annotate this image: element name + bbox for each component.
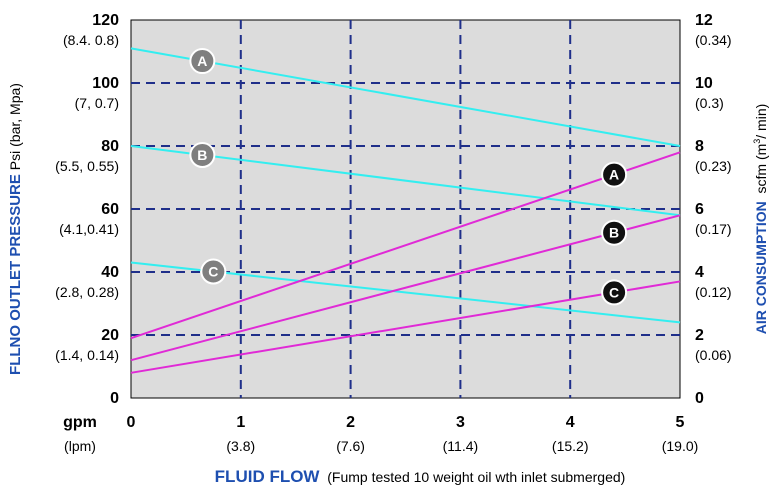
- pressure-series-label-b: B: [189, 142, 216, 169]
- x-tick-label: 4: [566, 414, 575, 431]
- x-tick-sublabel: (11.4): [443, 438, 479, 454]
- y-right-axis-title-end: / min): [753, 104, 769, 139]
- x-tick-sublabel: (15.2): [552, 438, 589, 454]
- series-label-badge: [189, 142, 216, 169]
- series-label-badge: [200, 258, 227, 285]
- y-left-axis-title-plain: Psi (bar, Mpa): [7, 83, 23, 170]
- x-axis-title-strong: FLUID FLOW: [215, 467, 321, 486]
- series-labels: A B C A B C: [189, 48, 628, 306]
- y-right-tick-label: 4: [695, 264, 704, 281]
- y-left-tick-sublabel: (1.4, 0.14): [55, 347, 119, 363]
- series-label-text: B: [609, 225, 619, 241]
- air-series-label-a: A: [601, 161, 628, 188]
- series-label-text: A: [609, 167, 619, 183]
- series-label-badge: [601, 161, 628, 188]
- x-tick-sublabel: (3.8): [226, 438, 255, 454]
- y-right-tick-sublabel: (0.3): [695, 95, 724, 111]
- x-axis-title: FLUID FLOW (Fump tested 10 weight oil wt…: [215, 467, 626, 486]
- y-left-axis-title: FLLNO OUTLET PRESSURE Psi (bar, Mpa): [7, 83, 24, 375]
- x-axis-title-plain: (Fump tested 10 weight oil wth inlet sub…: [327, 469, 625, 485]
- y-left-tick-label: 100: [92, 75, 119, 92]
- y-right-tick-label: 8: [695, 138, 704, 155]
- y-right-tick-sublabel: (0.12): [695, 284, 732, 300]
- air-series-label-b: B: [601, 219, 628, 246]
- y-left-axis-title-strong: FLLNO OUTLET PRESSURE: [7, 174, 24, 375]
- y-right-tick-label: 6: [695, 201, 704, 218]
- air-series-label-c: C: [601, 279, 628, 306]
- air-line-c: [130, 280, 681, 374]
- y-right-tick-label: 10: [695, 75, 713, 92]
- y-right-tick-label: 12: [695, 12, 713, 29]
- pressure-series-label-c: C: [200, 258, 227, 285]
- y-right-tick-label: 0: [695, 390, 704, 407]
- y-left-tick-sublabel: (4.1,0.41): [59, 221, 119, 237]
- y-left-tick-label: 20: [101, 327, 119, 344]
- y-right-axis-title-superscript: 3: [752, 139, 762, 144]
- y-right-tick-sublabel: (0.23): [695, 158, 732, 174]
- y-left-tick-label: 40: [101, 264, 119, 281]
- y-left-tick-sublabel: (8.4. 0.8): [63, 32, 119, 48]
- series-label-badge: [189, 48, 216, 75]
- x-tick-label: 0: [127, 414, 136, 431]
- y-right-tick-sublabel: (0.17): [695, 221, 732, 237]
- y-left-tick-sublabel: (5.5, 0.55): [55, 158, 119, 174]
- x-tick-label: 5: [676, 414, 685, 431]
- series-label-text: C: [609, 284, 619, 300]
- axis-titles: FLUID FLOW (Fump tested 10 weight oil wt…: [7, 83, 769, 486]
- tick-labels: 020(1.4, 0.14)40(2.8, 0.28)60(4.1,0.41)8…: [55, 12, 731, 454]
- series-label-badge: [601, 279, 628, 306]
- y-left-tick-label: 120: [92, 12, 119, 29]
- y-right-tick-sublabel: (0.34): [695, 32, 732, 48]
- pressure-line-b: [130, 145, 681, 217]
- series-label-text: C: [208, 264, 218, 280]
- series-label-text: B: [197, 147, 207, 163]
- y-right-axis-title-strong: AIR CONSUMPTION: [753, 201, 769, 334]
- x-tick-label: 3: [456, 414, 465, 431]
- y-left-tick-sublabel: (2.8, 0.28): [55, 284, 119, 300]
- y-left-tick-label: 0: [110, 390, 119, 407]
- pressure-series-label-a: A: [189, 48, 216, 75]
- series-label-text: A: [197, 53, 207, 69]
- air-line-a: [130, 151, 681, 340]
- y-right-axis-title: AIR CONSUMPTION scfm (m3/ min): [752, 104, 769, 335]
- x-tick-label: 2: [346, 414, 355, 431]
- series-lines: [130, 47, 681, 374]
- x-tick-sublabel: (19.0): [662, 438, 699, 454]
- x-tick-sublabel: (7.6): [336, 438, 365, 454]
- y-right-tick-label: 2: [695, 327, 704, 344]
- series-label-badge: [601, 219, 628, 246]
- y-left-tick-label: 80: [101, 138, 119, 155]
- x-unit-secondary: (lpm): [64, 438, 96, 454]
- x-tick-label: 1: [236, 414, 245, 431]
- y-left-tick-label: 60: [101, 201, 119, 218]
- y-right-tick-sublabel: (0.06): [695, 347, 732, 363]
- pressure-line-a: [130, 47, 681, 147]
- y-right-axis-title-gap: [753, 194, 769, 202]
- y-left-tick-sublabel: (7, 0.7): [75, 95, 119, 111]
- y-right-axis-title-plain: scfm (m: [753, 144, 769, 194]
- x-unit-primary: gpm: [63, 414, 97, 431]
- air-line-b: [130, 214, 681, 362]
- x-axis-title-gap: [319, 469, 327, 485]
- grid: [131, 20, 680, 398]
